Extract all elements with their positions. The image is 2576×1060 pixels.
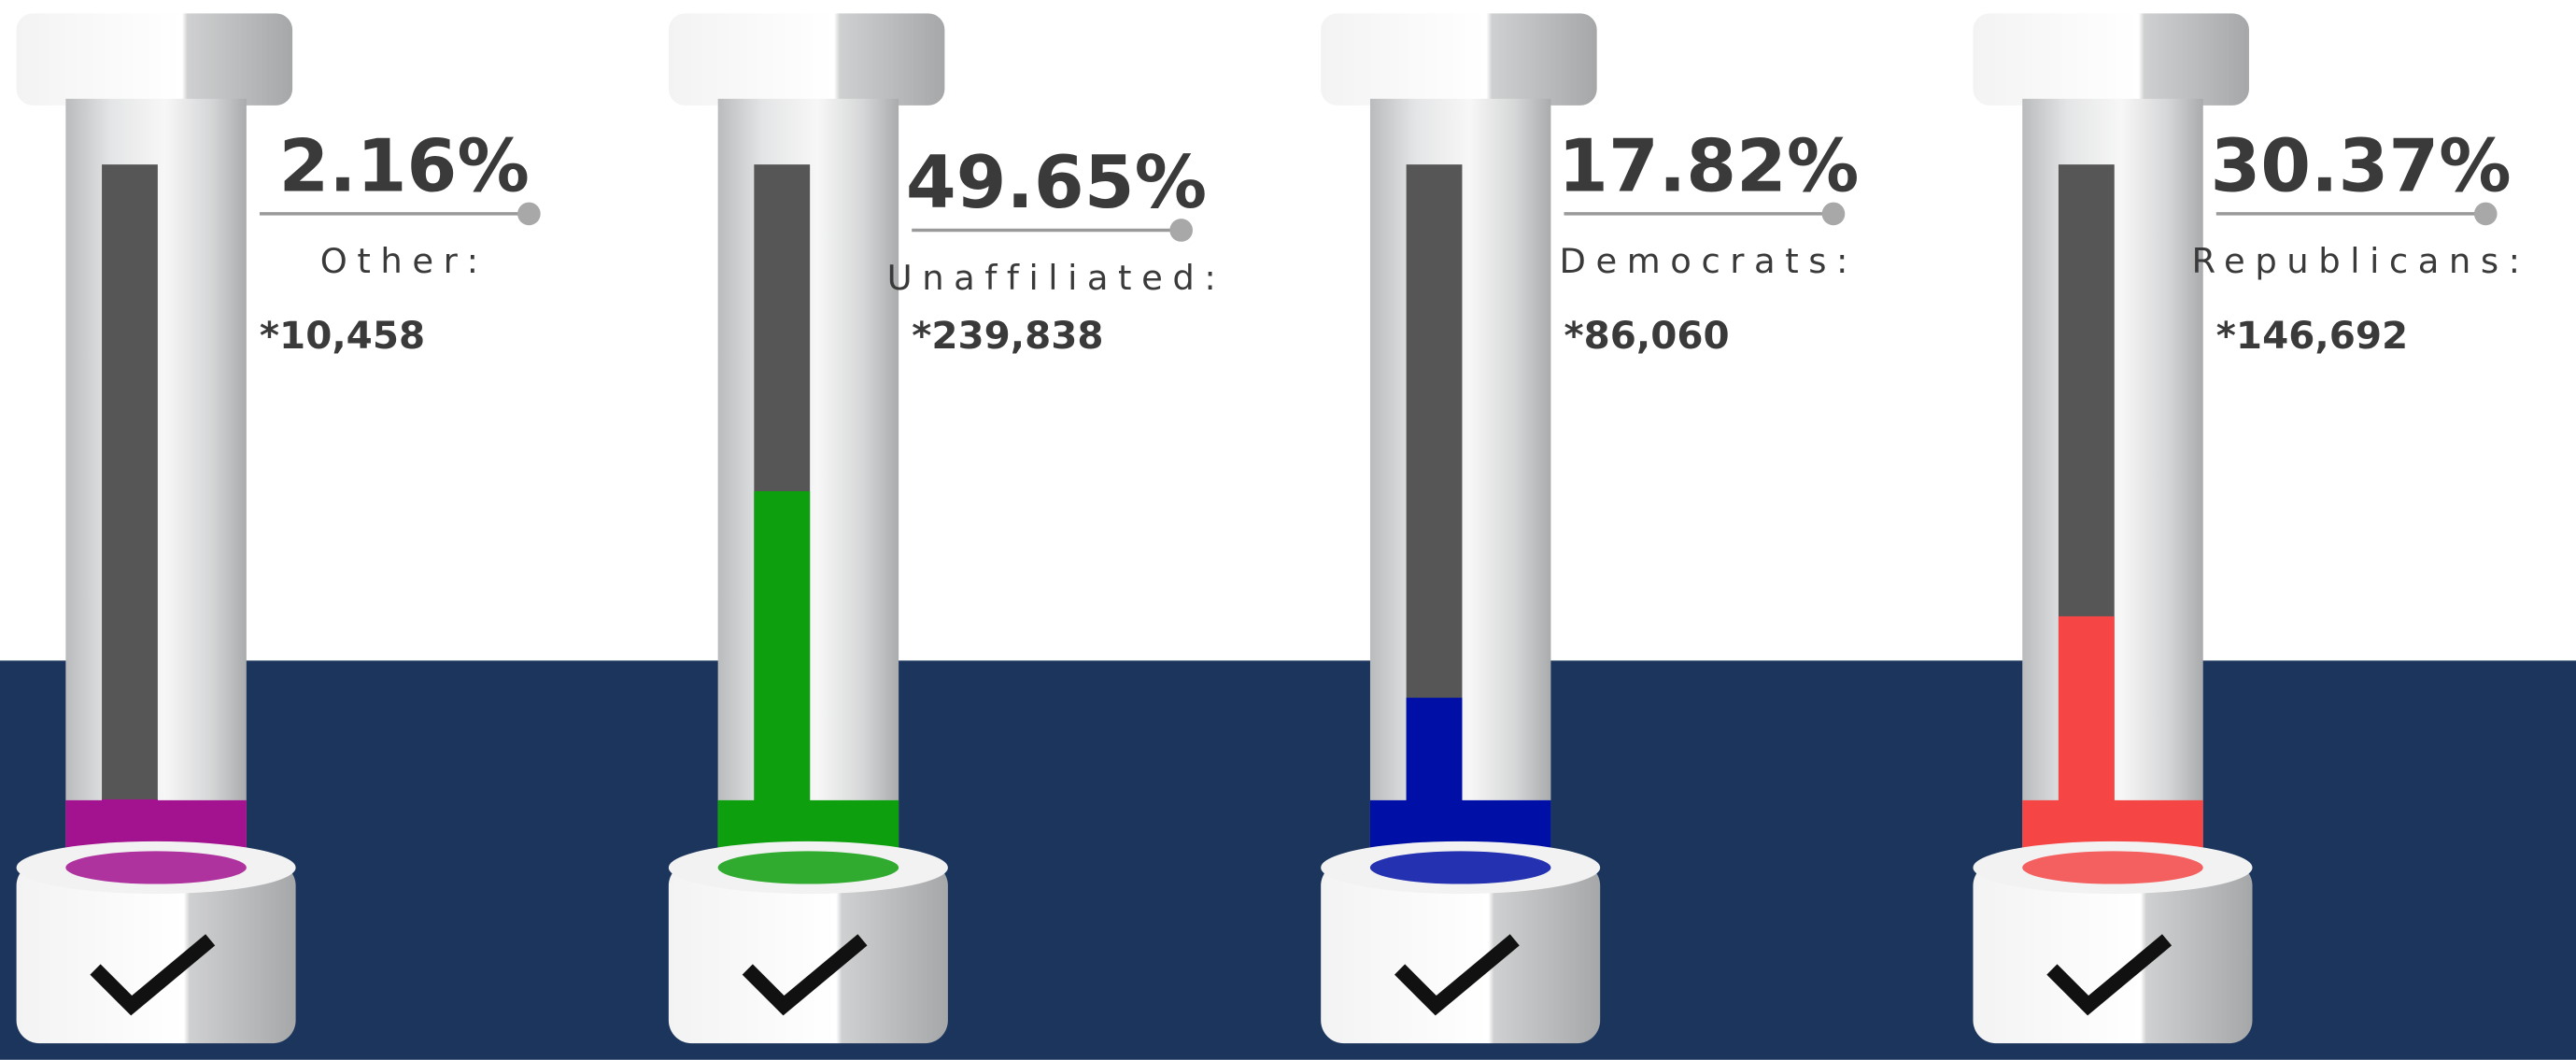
gauge-fill xyxy=(1407,698,1463,813)
leader-dot xyxy=(2474,203,2498,226)
percent-label: 2.16% xyxy=(278,124,529,208)
category-label: Other: xyxy=(320,241,488,281)
gauge-fill xyxy=(2059,616,2115,813)
percent-label: 30.37% xyxy=(2210,124,2511,208)
count-label: *86,060 xyxy=(1564,313,1730,358)
gauge-tube-bottom xyxy=(1370,851,1550,883)
category-label: Unaffiliated: xyxy=(887,258,1226,298)
leader-dot xyxy=(1169,219,1193,242)
count-label: *239,838 xyxy=(912,313,1103,358)
leader-dot xyxy=(517,203,541,226)
gauge-cap xyxy=(669,13,945,106)
gauge-fill xyxy=(754,491,810,813)
gauge-inner xyxy=(102,164,158,813)
gauge-tube-bottom xyxy=(2022,851,2202,883)
gauge-tube-bottom xyxy=(65,851,246,883)
percent-label: 17.82% xyxy=(1558,124,1859,208)
count-label: *10,458 xyxy=(260,313,425,358)
category-label: Democrats: xyxy=(1560,241,1859,281)
gauge-cap xyxy=(17,13,293,106)
leader-dot xyxy=(1822,203,1846,226)
percent-label: 49.65% xyxy=(906,141,1207,225)
gauge-cap xyxy=(1973,13,2249,106)
count-label: *146,692 xyxy=(2216,313,2408,358)
infographic: 2.16% Other: *10,458 49.65% Unaffiliated: *23… xyxy=(0,0,2576,1060)
category-label: Republicans: xyxy=(2192,241,2530,281)
gauge-cap xyxy=(1321,13,1597,106)
gauge-tube-bottom xyxy=(718,851,899,883)
